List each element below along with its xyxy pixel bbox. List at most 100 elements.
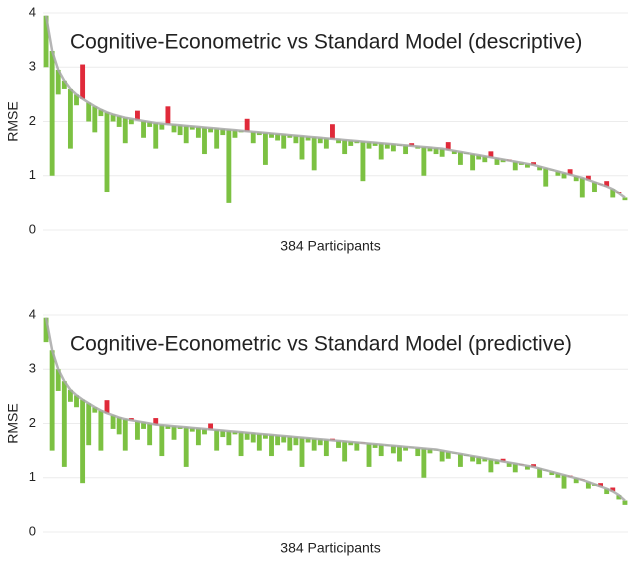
difference-bar — [244, 118, 250, 132]
difference-bar — [555, 171, 561, 176]
difference-bar — [585, 482, 591, 489]
difference-bar — [500, 458, 506, 462]
difference-bar — [74, 94, 79, 106]
difference-bar — [214, 430, 220, 451]
x-axis-label: 384 Participants — [280, 238, 380, 254]
difference-bar — [98, 410, 104, 451]
difference-bar — [555, 473, 561, 478]
x-axis-label: 384 Participants — [280, 540, 380, 556]
difference-bar — [525, 163, 530, 168]
difference-bar — [457, 151, 463, 165]
difference-bar — [269, 133, 274, 138]
difference-bar — [439, 148, 445, 157]
difference-bar — [573, 478, 579, 484]
difference-bar — [342, 441, 348, 462]
difference-bar — [561, 173, 567, 179]
difference-bar — [470, 456, 476, 462]
difference-bar — [55, 69, 61, 95]
difference-bar — [195, 126, 201, 138]
difference-bar — [67, 88, 73, 149]
difference-bar — [98, 109, 104, 117]
difference-bar — [482, 156, 488, 163]
difference-bar — [445, 451, 451, 459]
difference-bar — [433, 148, 439, 155]
difference-bar — [317, 439, 323, 446]
chart-title: Cognitive-Econometric vs Standard Model … — [70, 31, 582, 54]
difference-bar — [256, 132, 262, 136]
difference-bar — [195, 428, 201, 446]
difference-bar — [110, 114, 116, 122]
difference-bar — [220, 430, 226, 438]
difference-bar — [622, 197, 628, 201]
difference-bar — [43, 317, 49, 343]
y-tick-label: 1 — [29, 469, 36, 484]
difference-bar — [208, 128, 214, 133]
difference-bar — [147, 423, 153, 446]
difference-bar — [494, 158, 500, 165]
y-tick-label: 1 — [29, 167, 36, 182]
difference-bar — [525, 465, 530, 470]
difference-bar — [531, 464, 536, 467]
difference-bar — [49, 350, 55, 451]
difference-bar — [116, 116, 122, 127]
difference-bar — [378, 444, 384, 457]
difference-bar — [549, 471, 555, 476]
difference-bar — [415, 447, 421, 457]
difference-bar — [128, 118, 134, 125]
difference-bar — [610, 189, 616, 198]
difference-bar — [323, 138, 329, 149]
difference-bar — [61, 80, 67, 89]
difference-bar — [305, 136, 311, 141]
difference-bar — [55, 369, 61, 391]
difference-bar — [275, 435, 281, 446]
difference-bar — [384, 143, 390, 149]
difference-bar — [262, 434, 268, 439]
difference-bar — [281, 134, 287, 149]
y-tick-label: 2 — [29, 415, 36, 430]
y-tick-label: 4 — [29, 4, 36, 19]
difference-bar — [372, 142, 378, 146]
difference-bar — [104, 112, 110, 193]
difference-bar — [220, 129, 226, 136]
difference-bar — [323, 439, 329, 457]
y-tick-label: 4 — [29, 306, 36, 321]
difference-bar — [238, 432, 244, 457]
difference-bar — [293, 135, 299, 144]
difference-bar — [543, 168, 549, 187]
difference-bar — [488, 459, 494, 473]
difference-bar — [165, 106, 171, 125]
difference-bar — [366, 142, 372, 149]
difference-bar — [256, 433, 262, 451]
difference-bar — [177, 125, 183, 136]
y-tick-label: 3 — [29, 59, 36, 74]
difference-bar — [305, 438, 311, 443]
y-axis-label: RMSE — [5, 101, 21, 141]
difference-bar — [281, 435, 287, 443]
difference-bar — [482, 458, 488, 462]
difference-bar — [250, 131, 256, 144]
difference-bar — [494, 460, 500, 465]
y-tick-label: 2 — [29, 113, 36, 128]
difference-bar — [336, 440, 341, 448]
difference-bar — [451, 150, 457, 155]
difference-bar — [141, 422, 146, 429]
difference-bar — [537, 166, 543, 171]
difference-bar — [317, 137, 323, 144]
difference-bar — [457, 453, 463, 467]
difference-bar — [506, 462, 512, 467]
difference-bar — [579, 177, 585, 198]
difference-bar — [183, 125, 189, 144]
difference-bar — [299, 136, 305, 160]
difference-bar — [427, 147, 433, 152]
difference-bar — [116, 417, 122, 435]
difference-bar — [293, 437, 299, 446]
difference-bar — [232, 431, 238, 435]
difference-bar — [311, 438, 317, 451]
difference-bar — [421, 448, 427, 478]
difference-bar — [567, 169, 573, 175]
difference-bar — [348, 140, 354, 146]
difference-bar — [342, 139, 348, 155]
difference-bar — [616, 495, 622, 500]
chart-panel: 0 1 2 3 4 Cognitive-Econometric vs Standard M… — [5, 4, 628, 254]
